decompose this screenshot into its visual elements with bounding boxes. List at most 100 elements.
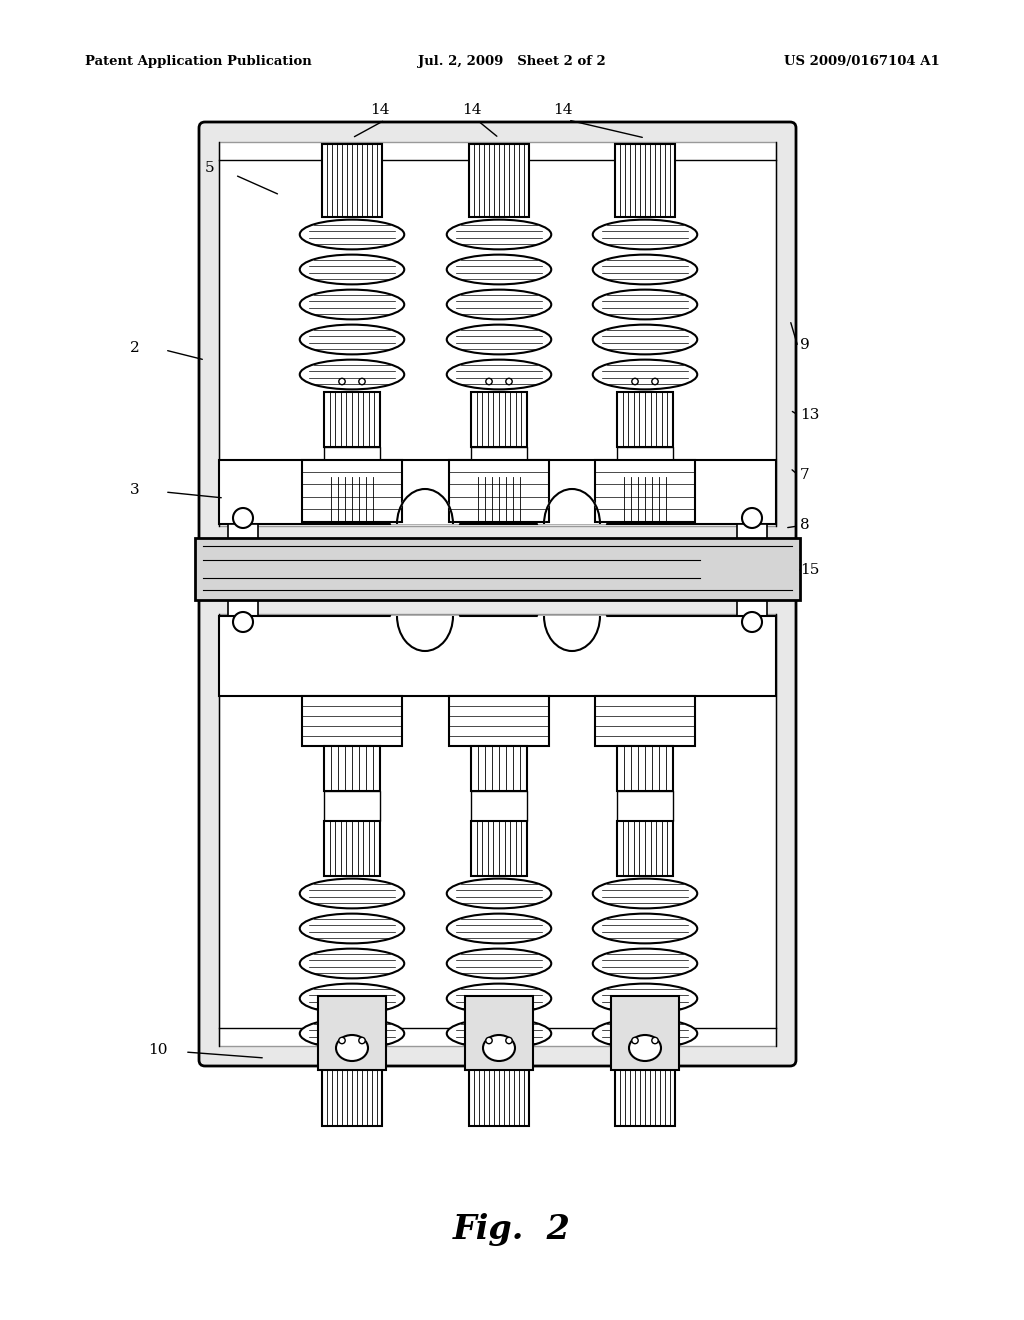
Circle shape <box>742 508 762 528</box>
Ellipse shape <box>593 255 697 284</box>
Wedge shape <box>391 491 459 524</box>
Bar <box>219 614 776 1045</box>
Bar <box>615 1051 675 1126</box>
Ellipse shape <box>300 359 404 389</box>
Circle shape <box>233 612 253 632</box>
Text: Fig.  2: Fig. 2 <box>453 1213 571 1246</box>
Ellipse shape <box>593 983 697 1014</box>
Ellipse shape <box>446 879 551 908</box>
Bar <box>324 447 380 477</box>
FancyBboxPatch shape <box>199 121 796 546</box>
Ellipse shape <box>483 1035 515 1061</box>
Bar <box>302 459 402 521</box>
Wedge shape <box>539 491 605 524</box>
Text: 8: 8 <box>800 517 810 532</box>
Bar <box>471 746 527 791</box>
Bar <box>324 791 380 821</box>
Bar <box>617 821 673 876</box>
Bar <box>737 594 767 616</box>
Text: Patent Application Publication: Patent Application Publication <box>85 55 311 69</box>
Circle shape <box>339 1038 345 1044</box>
Circle shape <box>742 612 762 632</box>
FancyBboxPatch shape <box>199 594 796 1067</box>
Bar <box>617 791 673 821</box>
Ellipse shape <box>446 219 551 249</box>
Circle shape <box>485 1038 493 1044</box>
Ellipse shape <box>446 949 551 978</box>
Ellipse shape <box>593 949 697 978</box>
Bar <box>617 746 673 791</box>
Bar <box>737 524 767 544</box>
Ellipse shape <box>300 913 404 944</box>
Text: 10: 10 <box>148 1043 168 1057</box>
Bar <box>595 696 695 746</box>
Ellipse shape <box>300 1019 404 1048</box>
Circle shape <box>506 1038 512 1044</box>
Text: 3: 3 <box>130 483 139 498</box>
Bar <box>195 539 800 601</box>
Bar <box>617 477 673 521</box>
Bar <box>471 477 527 521</box>
Bar <box>324 392 380 447</box>
Bar <box>219 143 776 525</box>
Bar <box>324 746 380 791</box>
Ellipse shape <box>446 983 551 1014</box>
Ellipse shape <box>300 879 404 908</box>
Ellipse shape <box>593 1019 697 1048</box>
Bar <box>465 997 534 1071</box>
Circle shape <box>652 1038 658 1044</box>
Bar <box>324 821 380 876</box>
Ellipse shape <box>593 325 697 354</box>
Ellipse shape <box>593 219 697 249</box>
Ellipse shape <box>446 359 551 389</box>
Text: US 2009/0167104 A1: US 2009/0167104 A1 <box>784 55 940 69</box>
Ellipse shape <box>446 289 551 319</box>
Bar <box>302 696 402 746</box>
Bar <box>469 1051 529 1126</box>
Text: Jul. 2, 2009   Sheet 2 of 2: Jul. 2, 2009 Sheet 2 of 2 <box>418 55 606 69</box>
Circle shape <box>632 379 638 384</box>
Ellipse shape <box>300 949 404 978</box>
Bar <box>228 524 258 544</box>
Bar <box>228 594 258 616</box>
Bar <box>471 447 527 477</box>
Circle shape <box>339 379 345 384</box>
Bar <box>471 821 527 876</box>
Bar <box>449 459 549 521</box>
Ellipse shape <box>629 1035 662 1061</box>
Ellipse shape <box>593 879 697 908</box>
Text: 15: 15 <box>800 564 819 577</box>
Bar <box>471 791 527 821</box>
Bar <box>449 696 549 746</box>
Bar <box>471 392 527 447</box>
Circle shape <box>358 379 366 384</box>
Ellipse shape <box>593 289 697 319</box>
Ellipse shape <box>300 289 404 319</box>
Ellipse shape <box>446 325 551 354</box>
Ellipse shape <box>336 1035 368 1061</box>
Bar <box>219 616 776 696</box>
Bar <box>322 144 382 216</box>
Text: 2: 2 <box>130 341 139 355</box>
Ellipse shape <box>446 913 551 944</box>
Text: 9: 9 <box>800 338 810 352</box>
Ellipse shape <box>593 359 697 389</box>
Bar <box>324 477 380 521</box>
Text: 14: 14 <box>553 103 572 117</box>
Ellipse shape <box>446 255 551 284</box>
Text: 14: 14 <box>370 103 389 117</box>
Wedge shape <box>391 616 459 649</box>
Text: 13: 13 <box>800 408 819 422</box>
Ellipse shape <box>593 913 697 944</box>
Circle shape <box>485 379 493 384</box>
Bar <box>469 144 529 216</box>
Circle shape <box>632 1038 638 1044</box>
Text: 14: 14 <box>462 103 481 117</box>
Text: 5: 5 <box>205 161 215 176</box>
Bar <box>617 447 673 477</box>
Bar <box>595 459 695 521</box>
Wedge shape <box>539 616 605 649</box>
Circle shape <box>233 508 253 528</box>
Ellipse shape <box>300 983 404 1014</box>
Circle shape <box>652 379 658 384</box>
